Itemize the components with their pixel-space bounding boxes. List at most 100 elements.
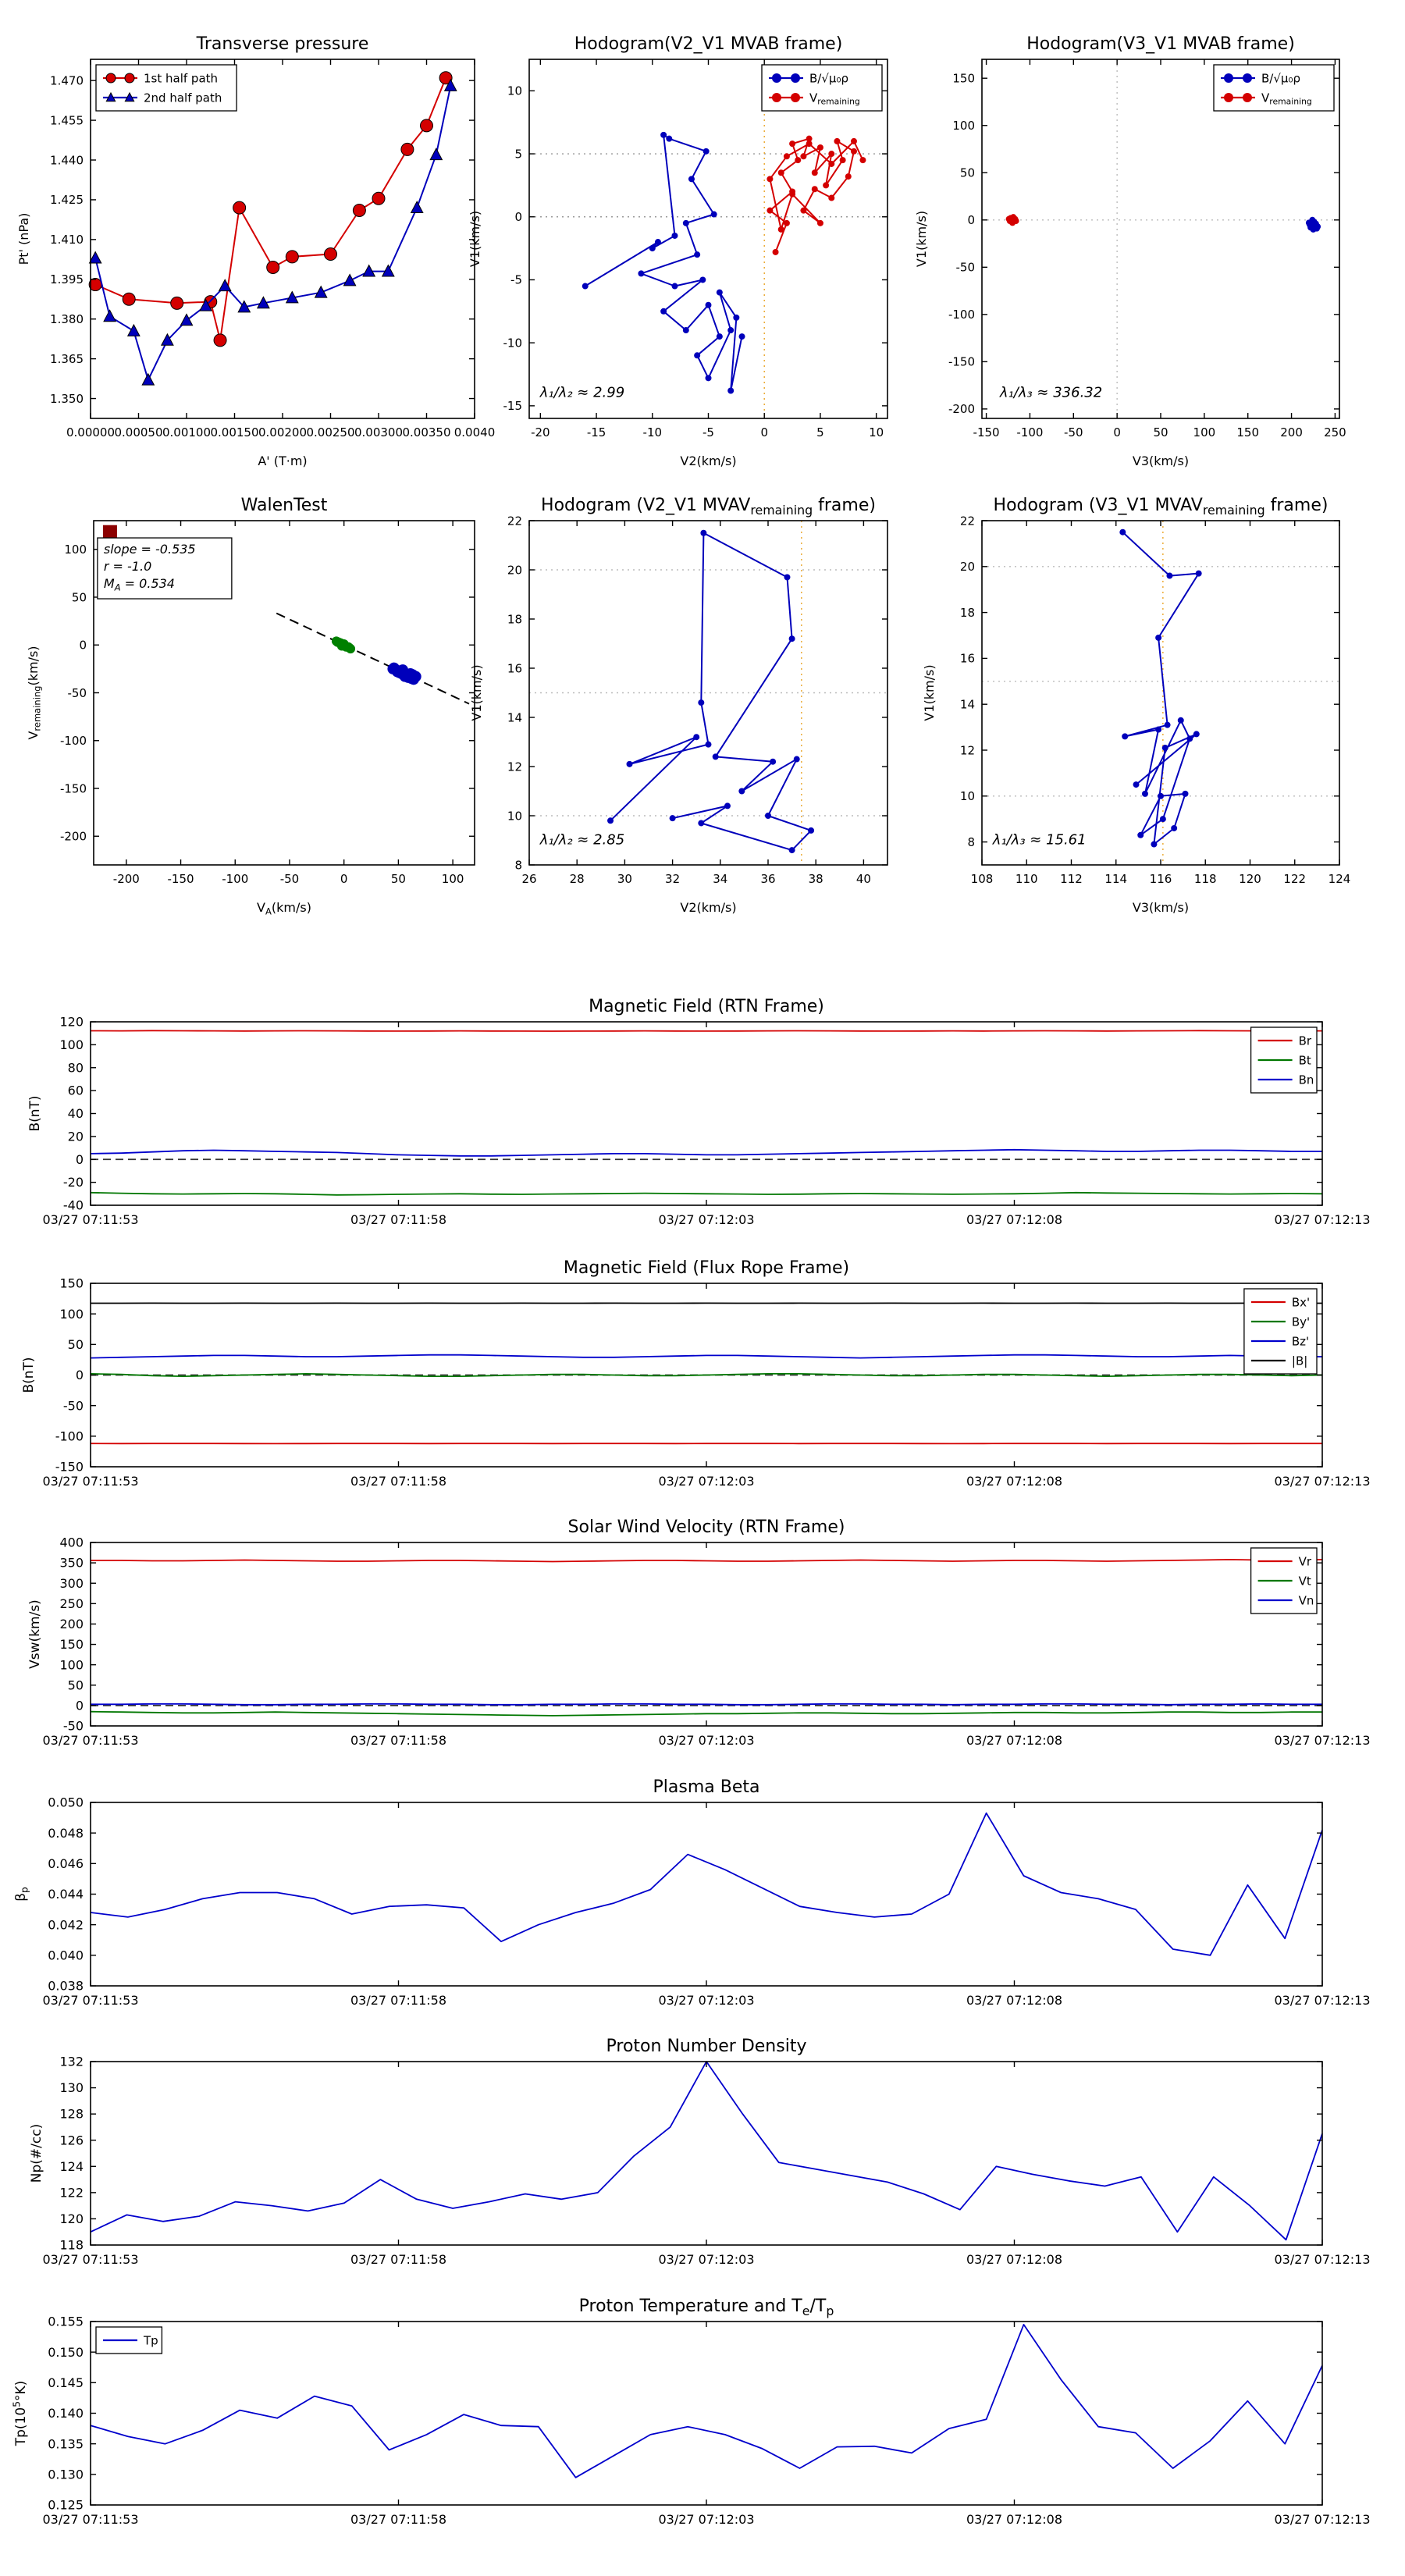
y-tick-label: 1.350 xyxy=(50,392,84,406)
y-tick-label: -100 xyxy=(60,734,87,748)
x-tick-label: 03/27 07:12:03 xyxy=(658,1733,754,1748)
y-tick-label: 400 xyxy=(59,1535,84,1550)
stats-line: slope = -0.535 xyxy=(104,542,196,557)
chart-title: WalenTest xyxy=(241,496,328,515)
y-tick-label: 122 xyxy=(59,2185,84,2200)
y-tick-label: 0 xyxy=(514,210,522,224)
x-tick-label: 0.00150 xyxy=(210,425,258,439)
annotation: λ₁/λ₃ ≈ 336.32 xyxy=(999,384,1102,400)
y-tick-label: -40 xyxy=(63,1198,84,1213)
x-tick-label: 03/27 07:12:08 xyxy=(966,1212,1062,1227)
y-tick-label: 150 xyxy=(952,71,975,85)
x-tick-label: 03/27 07:12:13 xyxy=(1274,1212,1370,1227)
x-tick-label: 108 xyxy=(971,872,994,886)
x-tick-label: 36 xyxy=(760,872,775,886)
y-axis-label: Pt' (nPa) xyxy=(16,213,31,265)
y-tick-label: 14 xyxy=(960,697,975,711)
y-tick-label: 150 xyxy=(59,1276,84,1291)
y-tick-label: -100 xyxy=(948,308,975,322)
x-tick-label: 114 xyxy=(1104,872,1127,886)
x-tick-label: 03/27 07:12:13 xyxy=(1274,1733,1370,1748)
x-tick-label: 03/27 07:12:03 xyxy=(658,2512,754,2527)
chart-vsw-rtn: 03/27 07:11:53 03/27 07:11:58 03/27 07:12:… xyxy=(27,1517,1371,1748)
y-axis-label: V1(km/s) xyxy=(914,211,929,267)
x-tick-label: 50 xyxy=(391,872,406,886)
x-tick-label: 30 xyxy=(617,872,632,886)
x-tick-label: 03/27 07:11:58 xyxy=(350,1212,446,1227)
x-tick-label: -50 xyxy=(1064,425,1083,439)
legend: B/√μ₀ρ Vremaining xyxy=(1213,64,1335,112)
x-axis-label: VA(km/s) xyxy=(257,900,311,917)
y-tick-label: 126 xyxy=(59,2133,84,2147)
x-tick-label: -15 xyxy=(587,425,606,439)
y-tick-label: 14 xyxy=(507,710,522,724)
x-axis-label: V3(km/s) xyxy=(1133,900,1189,915)
x-tick-label: 03/27 07:12:03 xyxy=(658,1993,754,2008)
legend-label: 2nd half path xyxy=(144,91,222,105)
legend-label: By' xyxy=(1292,1315,1310,1329)
y-tick-label: 1.395 xyxy=(50,272,84,286)
y-tick-label: -200 xyxy=(60,830,87,844)
chart-hodogram-v3v1-mvab: -150 -100 -50 0 50 100 150 200 250 -200 -150 -100 -5… xyxy=(914,34,1346,468)
x-tick-label: 03/27 07:11:58 xyxy=(350,1474,446,1489)
y-tick-label: 60 xyxy=(68,1083,84,1098)
legend-label: Vremaining xyxy=(1261,91,1312,106)
y-tick-label: 118 xyxy=(59,2238,84,2253)
annotation: λ₁/λ₂ ≈ 2.99 xyxy=(539,384,624,400)
y-tick-label: 100 xyxy=(59,1657,84,1672)
y-tick-label: 0.048 xyxy=(48,1826,84,1841)
y-tick-label: -50 xyxy=(68,686,87,700)
legend: Br Bt Bn xyxy=(1250,1026,1318,1094)
x-tick-label: 32 xyxy=(665,872,680,886)
chart-proton-density: 03/27 07:11:53 03/27 07:11:58 03/27 07:12:… xyxy=(29,2037,1371,2267)
y-tick-label: 1.380 xyxy=(50,312,84,326)
x-tick-label: 0.00100 xyxy=(162,425,211,439)
x-tick-label: 03/27 07:12:08 xyxy=(966,2252,1062,2267)
x-tick-label: 150 xyxy=(1236,425,1259,439)
x-tick-label: 03/27 07:11:53 xyxy=(42,1993,138,2008)
y-axis-label: Np(#/cc) xyxy=(29,2124,44,2183)
x-tick-label: 0.00300 xyxy=(354,425,403,439)
y-tick-label: 120 xyxy=(59,2211,84,2226)
x-tick-label: 120 xyxy=(1239,872,1261,886)
y-tick-label: 0.050 xyxy=(48,1795,84,1810)
x-tick-label: 03/27 07:12:08 xyxy=(966,1474,1062,1489)
chart-hodogram-v3v1-mvav: 108 110 112 114 116 118 120 122 124 8 10 12 14 16 18 20… xyxy=(922,496,1350,915)
x-tick-label: 0.00200 xyxy=(258,425,307,439)
legend: Bx' By' Bz' |B| xyxy=(1243,1288,1318,1375)
y-tick-label: 150 xyxy=(59,1637,84,1652)
y-tick-label: 12 xyxy=(507,760,522,774)
y-tick-label: 1.440 xyxy=(50,153,84,167)
y-tick-label: 130 xyxy=(59,2080,84,2095)
chart-title: Hodogram (V3_V1 MVAVremaining frame) xyxy=(994,496,1329,518)
y-tick-label: 0.046 xyxy=(48,1856,84,1871)
x-tick-label: 03/27 07:12:13 xyxy=(1274,2512,1370,2527)
y-tick-label: 20 xyxy=(960,560,975,574)
y-tick-label: 100 xyxy=(952,119,975,133)
x-tick-label: 38 xyxy=(809,872,823,886)
x-tick-label: 0 xyxy=(1113,425,1121,439)
x-tick-label: 0.0040 xyxy=(454,425,496,439)
x-tick-label: 112 xyxy=(1060,872,1083,886)
y-tick-label: 200 xyxy=(59,1617,84,1631)
x-tick-label: 03/27 07:12:08 xyxy=(966,1733,1062,1748)
x-axis-label: V3(km/s) xyxy=(1133,454,1189,468)
x-tick-label: 100 xyxy=(442,872,464,886)
y-tick-label: 0 xyxy=(76,1152,84,1167)
y-tick-label: 8 xyxy=(514,858,522,872)
y-tick-label: 10 xyxy=(960,789,975,803)
x-tick-label: 03/27 07:12:08 xyxy=(966,2512,1062,2527)
x-axis-label: V2(km/s) xyxy=(680,900,736,915)
x-tick-label: 0 xyxy=(340,872,348,886)
y-tick-label: 5 xyxy=(514,147,522,161)
y-tick-label: 10 xyxy=(507,809,522,823)
x-tick-label: -100 xyxy=(1016,425,1043,439)
y-tick-label: 120 xyxy=(59,1015,84,1030)
y-tick-label: 0 xyxy=(76,1698,84,1713)
legend-label: 1st half path xyxy=(144,71,218,85)
x-tick-label: 03/27 07:12:13 xyxy=(1274,2252,1370,2267)
y-tick-label: -150 xyxy=(55,1460,84,1475)
x-tick-label: 122 xyxy=(1283,872,1306,886)
